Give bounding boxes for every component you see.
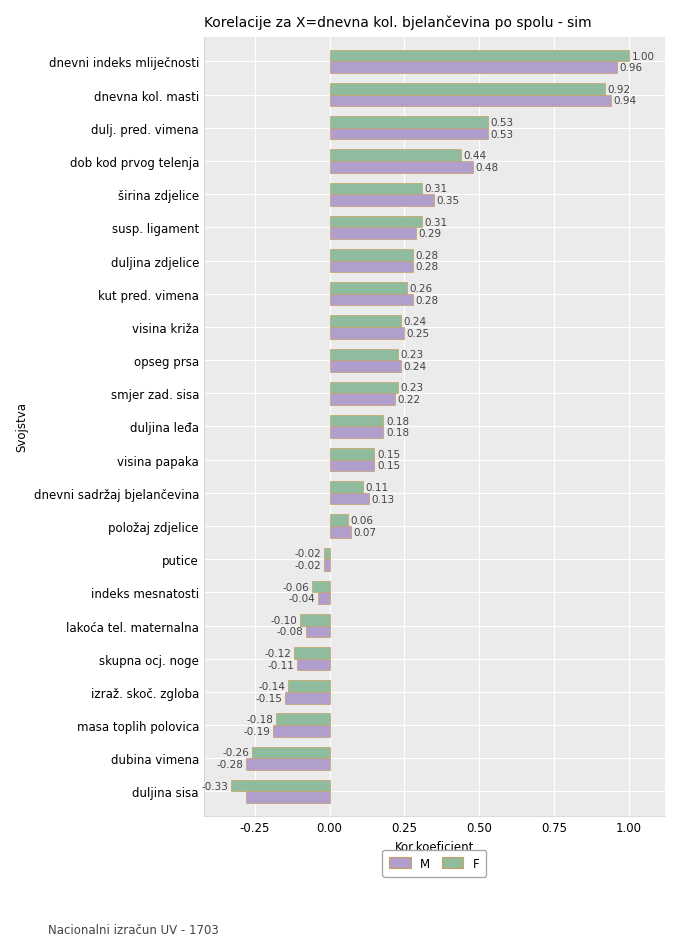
Bar (324, 560, 330, 571)
Bar (245, 792, 330, 803)
Bar (330, 95, 611, 108)
Text: 0.06: 0.06 (350, 515, 373, 526)
Bar (330, 328, 405, 339)
Text: 0.18: 0.18 (386, 428, 409, 438)
Text: 0.23: 0.23 (401, 383, 424, 393)
Y-axis label: Svojstva: Svojstva (15, 402, 28, 452)
Bar (330, 195, 435, 207)
X-axis label: Kor.koeficient: Kor.koeficient (394, 840, 474, 852)
Bar (324, 548, 330, 560)
Text: -0.14: -0.14 (258, 682, 285, 691)
Bar (330, 283, 407, 295)
Text: 0.92: 0.92 (607, 85, 630, 94)
Bar (330, 481, 362, 494)
Text: -0.02: -0.02 (294, 561, 321, 570)
Bar (285, 692, 330, 704)
Text: 0.53: 0.53 (491, 118, 514, 128)
Bar (330, 250, 413, 261)
Text: 0.07: 0.07 (353, 528, 376, 537)
Bar (330, 295, 413, 306)
Bar (330, 51, 629, 62)
Text: 0.28: 0.28 (416, 295, 439, 305)
Text: 0.31: 0.31 (425, 217, 448, 228)
Bar (330, 415, 384, 427)
Text: 0.96: 0.96 (619, 63, 643, 74)
Bar (330, 261, 413, 273)
Text: -0.28: -0.28 (216, 759, 243, 769)
Bar (330, 316, 401, 328)
Text: -0.33: -0.33 (201, 781, 228, 791)
Text: 0.13: 0.13 (371, 494, 394, 504)
Bar (330, 62, 617, 74)
Bar (305, 626, 330, 637)
Text: -0.06: -0.06 (282, 582, 309, 592)
Text: -0.19: -0.19 (243, 726, 270, 736)
Text: 0.94: 0.94 (613, 96, 636, 107)
Bar (300, 615, 330, 626)
Text: 0.15: 0.15 (377, 449, 400, 460)
Bar (252, 747, 330, 758)
Text: 0.28: 0.28 (416, 250, 439, 261)
Bar (330, 216, 422, 228)
Text: -0.10: -0.10 (271, 615, 297, 625)
Bar (330, 161, 473, 174)
Text: 0.18: 0.18 (386, 416, 409, 427)
Text: 0.22: 0.22 (398, 395, 421, 405)
Text: 0.11: 0.11 (365, 482, 388, 493)
Text: 0.35: 0.35 (437, 195, 460, 206)
Text: 0.26: 0.26 (410, 283, 433, 294)
Bar (330, 460, 375, 472)
Text: Nacionalni izračun UV - 1703: Nacionalni izračun UV - 1703 (48, 922, 218, 936)
Bar (330, 427, 384, 439)
Bar (330, 514, 347, 527)
Text: 0.24: 0.24 (404, 317, 427, 327)
Bar (330, 527, 350, 538)
Text: -0.26: -0.26 (222, 748, 250, 758)
Bar (330, 394, 396, 406)
Text: 0.48: 0.48 (476, 162, 499, 173)
Bar (311, 582, 330, 593)
Text: 0.31: 0.31 (425, 184, 448, 194)
Bar (330, 84, 605, 95)
Text: -0.12: -0.12 (265, 649, 291, 658)
Text: 0.29: 0.29 (419, 229, 442, 239)
Bar (231, 780, 330, 792)
Text: -0.08: -0.08 (277, 627, 303, 636)
Bar (318, 593, 330, 604)
Text: -0.04: -0.04 (288, 594, 316, 603)
Bar (330, 349, 398, 361)
Text: -0.02: -0.02 (294, 548, 321, 559)
Text: 0.28: 0.28 (416, 262, 439, 272)
Bar (330, 494, 369, 505)
Bar (330, 128, 488, 141)
Text: -0.18: -0.18 (246, 715, 273, 725)
Legend: M, F: M, F (382, 850, 486, 877)
Bar (330, 117, 488, 128)
Text: 0.44: 0.44 (464, 151, 487, 161)
Bar (273, 725, 330, 737)
Bar (330, 382, 398, 394)
Text: Korelacije za X=dnevna kol. bjelančevina po spolu - sim: Korelacije za X=dnevna kol. bjelančevina… (204, 15, 592, 29)
Text: 1.00: 1.00 (632, 52, 654, 61)
Bar (275, 714, 330, 725)
Bar (296, 659, 330, 670)
Text: -0.11: -0.11 (267, 660, 294, 670)
Bar (288, 681, 330, 692)
Bar (330, 228, 416, 240)
Text: 0.23: 0.23 (401, 350, 424, 360)
Bar (330, 183, 422, 195)
Text: -0.15: -0.15 (256, 693, 282, 703)
Text: 0.24: 0.24 (404, 362, 427, 372)
Text: 0.53: 0.53 (491, 129, 514, 140)
Text: 0.15: 0.15 (377, 461, 400, 471)
Bar (245, 758, 330, 770)
Bar (330, 150, 461, 161)
Bar (294, 648, 330, 659)
Text: 0.25: 0.25 (407, 329, 430, 338)
Bar (330, 448, 375, 460)
Bar (330, 361, 401, 372)
